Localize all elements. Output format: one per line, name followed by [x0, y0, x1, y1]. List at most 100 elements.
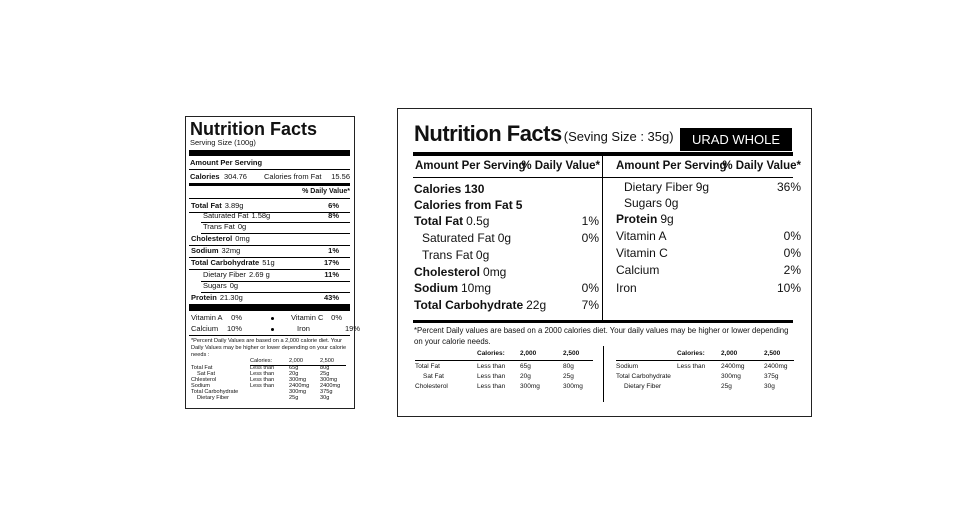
row-label: Calcium	[616, 263, 660, 277]
table-header: 2,500	[764, 350, 781, 357]
table-cell: 80g	[320, 365, 330, 371]
row-label: Sodium	[191, 246, 219, 255]
row-label: Trans Fat	[422, 248, 473, 262]
row-label: Sugars	[203, 281, 227, 290]
table-cell: Total Carbohydrate	[191, 389, 239, 395]
table-cell: Sodium	[616, 363, 639, 370]
row-label: Protein	[191, 293, 217, 302]
row-dv: 8%	[328, 211, 339, 220]
table-cell: 65g	[520, 363, 531, 370]
table-cell: Less than	[677, 363, 706, 370]
row-dv: 11%	[324, 270, 339, 279]
table-cell: 300mg	[721, 373, 741, 380]
row-label: Vitamin A	[616, 229, 667, 243]
vitamin-name: Iron	[297, 324, 310, 333]
table-cell: 80g	[563, 363, 574, 370]
row-dv: 1%	[581, 214, 599, 228]
vitamin-name: Calcium	[191, 324, 219, 333]
row-dv: 1%	[328, 246, 339, 255]
row-dv: 7%	[581, 298, 599, 312]
row-dv: 43%	[323, 293, 339, 302]
row-label: Sugars	[624, 196, 663, 210]
row-amount: 21.30g	[219, 293, 243, 302]
row-amount: 0g	[665, 196, 679, 210]
row-label: Dietary Fiber	[624, 180, 693, 194]
table-header: 2,000	[520, 350, 537, 357]
calories-value: 304.76	[224, 172, 247, 181]
vitamin-value: 0%	[331, 313, 342, 322]
table-cell: 20g	[520, 373, 531, 380]
table-cell: Less than	[250, 365, 275, 371]
row-label: Cholesterol	[414, 265, 481, 279]
table-cell: Dietary Fiber	[197, 395, 230, 401]
table-cell: 300mg	[320, 377, 338, 383]
table-header: 2,000	[289, 358, 303, 364]
table-cell: 300mg	[563, 383, 583, 390]
row-amount: 0.5g	[466, 214, 490, 228]
row-amount: 0g	[237, 222, 247, 231]
row-label: Trans Fat	[203, 222, 235, 231]
table-cell: 65g	[289, 365, 299, 371]
row-label: Sodium	[414, 281, 458, 295]
table-cell: Sat Fat	[423, 373, 444, 380]
table-cell: 30g	[320, 395, 330, 401]
table-cell: 25g	[563, 373, 574, 380]
rule	[189, 212, 350, 213]
medium-rule	[189, 183, 350, 186]
table-cell: Less than	[250, 377, 275, 383]
table-cell: 2400mg	[721, 363, 745, 370]
table-cell: 300mg	[520, 383, 540, 390]
table-cell: 2400mg	[764, 363, 788, 370]
rule	[189, 269, 350, 270]
table-cell: 300mg	[289, 389, 307, 395]
table-header: 2,500	[563, 350, 580, 357]
row-dv: 6%	[328, 201, 339, 210]
table-cell: Sat Fat	[197, 371, 216, 377]
title: Nutrition Facts	[414, 121, 562, 146]
rule	[201, 222, 350, 223]
row-amount: 9g	[695, 180, 710, 194]
table-cell: 300mg	[289, 377, 307, 383]
rule	[201, 292, 350, 293]
column-header: Amount Per Serving	[415, 160, 526, 172]
table-cell: Chlesterol	[191, 377, 217, 383]
table-divider	[603, 346, 604, 402]
table-cell: Total Carbohydrate	[616, 373, 671, 380]
table-header: Calories:	[477, 350, 505, 357]
rule	[189, 198, 350, 199]
fat-calories-label: Calories from Fat	[264, 172, 322, 181]
row-amount: 9g	[660, 212, 674, 226]
rule	[189, 245, 350, 246]
table-cell: 375g	[764, 373, 779, 380]
product-name: URAD WHOLE	[691, 132, 781, 147]
row-amount: 130	[464, 182, 485, 196]
row-amount: 0mg	[235, 234, 250, 243]
column-header: Amount Per Serving	[616, 160, 727, 172]
vitamin-name: Vitamin A	[191, 313, 223, 322]
rule	[201, 281, 350, 282]
column-header: % Daily Value*	[521, 160, 600, 172]
title: Nutrition Facts	[190, 119, 318, 139]
calories-label: Calories	[190, 172, 220, 181]
rule	[189, 257, 350, 258]
fat-calories-value: 15.56	[331, 172, 350, 181]
vitamin-value: 10%	[226, 324, 242, 333]
bullet	[271, 328, 274, 331]
row-dv: 2%	[783, 263, 801, 277]
row-dv: 0%	[783, 246, 801, 260]
thick-rule	[413, 152, 793, 156]
rule	[415, 360, 593, 361]
table-cell: 25g	[289, 395, 299, 401]
row-amount: 51g	[262, 258, 275, 267]
table-cell: Total Fat	[191, 365, 213, 371]
serving-size: (Seving Size : 35g)	[563, 129, 674, 144]
row-amount: 1.58g	[251, 211, 271, 220]
row-label: Total Carbohydrate	[191, 258, 260, 267]
row-dv: 0%	[581, 231, 599, 245]
row-dv: 0%	[783, 229, 801, 243]
row-amount: 32mg	[221, 246, 241, 255]
serving-size: Serving Size (100g)	[190, 138, 256, 147]
row-label: Saturated Fat	[422, 231, 495, 245]
row-label: Calories	[414, 182, 462, 196]
